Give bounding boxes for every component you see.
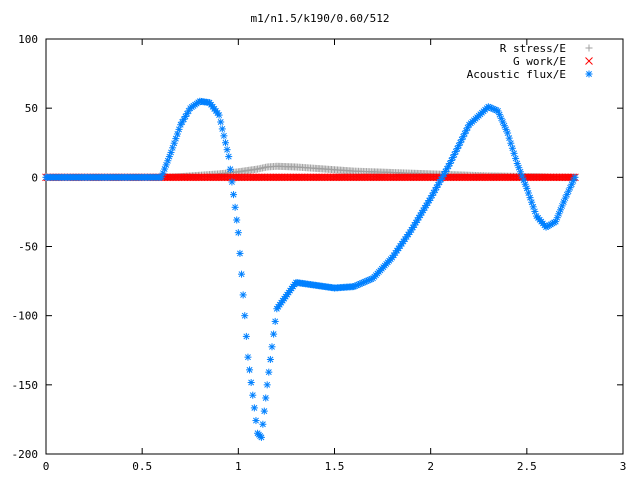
data-point xyxy=(571,173,579,181)
data-point xyxy=(246,366,254,374)
data-point xyxy=(222,139,230,147)
data-point xyxy=(447,157,455,165)
data-point xyxy=(249,391,257,399)
data-point xyxy=(233,216,241,224)
data-point xyxy=(247,379,255,387)
y-tick-label: 50 xyxy=(25,102,38,115)
data-point xyxy=(226,165,234,173)
plot-frame xyxy=(45,38,624,455)
data-point xyxy=(218,125,226,133)
series-1 xyxy=(42,173,579,182)
y-tick-label: -200 xyxy=(12,448,39,461)
data-point xyxy=(230,191,238,199)
series-2 xyxy=(42,97,579,441)
data-point xyxy=(215,111,223,119)
data-point xyxy=(238,270,246,278)
data-point xyxy=(239,291,247,299)
legend-label: Acoustic flux/E xyxy=(467,68,566,81)
axis-ticks: 0 0.5 1 1.5 2 2.5 3 100 50 0 -50 -100 -150 -200 xyxy=(12,33,627,473)
data-point xyxy=(268,343,276,351)
data-point xyxy=(507,139,515,147)
data-point xyxy=(265,368,273,376)
y-tick-label: 0 xyxy=(31,171,38,184)
y-tick-label: -150 xyxy=(12,379,39,392)
data-point xyxy=(464,124,472,132)
data-point xyxy=(252,417,260,425)
legend-marker xyxy=(585,70,593,78)
data-point xyxy=(508,144,516,152)
data-point xyxy=(244,353,252,361)
x-tick-label: 2 xyxy=(427,460,434,473)
data-point xyxy=(162,161,170,169)
data-point xyxy=(234,229,242,237)
data-point xyxy=(241,312,249,320)
y-tick-label: -100 xyxy=(12,310,39,323)
x-tick-label: 1.5 xyxy=(325,460,345,473)
data-point xyxy=(257,433,265,441)
y-tick-label: 100 xyxy=(18,33,38,46)
chart-title: m1/n1.5/k190/0.60/512 xyxy=(250,12,389,25)
data-point xyxy=(228,178,236,186)
data-point xyxy=(217,118,225,126)
data-point xyxy=(505,134,513,142)
data-point xyxy=(250,404,258,412)
data-point xyxy=(180,115,188,123)
x-tick-label: 1 xyxy=(235,460,242,473)
data-point xyxy=(260,407,268,415)
data-point xyxy=(259,420,267,428)
data-point xyxy=(459,133,467,141)
data-point xyxy=(225,153,233,161)
data-point xyxy=(236,249,244,257)
data-point xyxy=(220,132,228,140)
x-tick-label: 0.5 xyxy=(132,460,152,473)
data-point xyxy=(270,330,278,338)
data-point xyxy=(231,203,239,211)
data-point xyxy=(223,146,231,154)
data-point xyxy=(263,381,271,389)
data-point xyxy=(266,355,274,363)
data-point xyxy=(512,154,520,162)
data-point xyxy=(271,317,279,325)
data-point xyxy=(455,142,463,150)
legend-marker xyxy=(585,44,593,52)
data-point xyxy=(504,129,512,137)
x-tick-label: 3 xyxy=(620,460,627,473)
legend-label: R stress/E xyxy=(500,42,566,55)
data-point xyxy=(510,149,518,157)
legend-label: G work/E xyxy=(513,55,566,68)
x-tick-label: 0 xyxy=(43,460,50,473)
x-tick-label: 2.5 xyxy=(517,460,537,473)
y-tick-label: -50 xyxy=(18,241,38,254)
data-point xyxy=(242,332,250,340)
legend-marker xyxy=(585,57,593,65)
data-points xyxy=(42,97,579,441)
data-point xyxy=(262,394,270,402)
